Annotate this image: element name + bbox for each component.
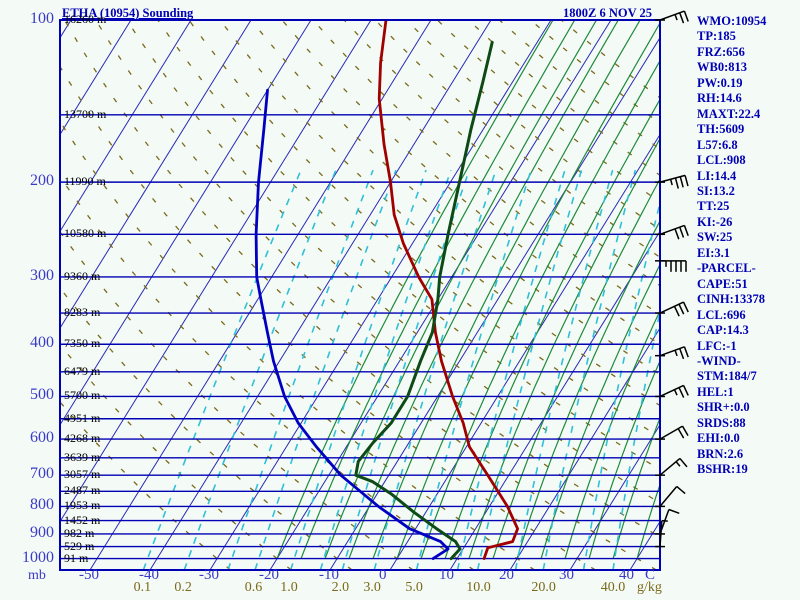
- parameter-item: TH:5609: [697, 122, 745, 137]
- height-label: 10580 m: [64, 226, 107, 241]
- parameter-item: FRZ:656: [697, 44, 745, 59]
- mixing-ratio-tick-1.0: 1.0: [280, 580, 298, 595]
- pressure-tick-500: 500: [30, 386, 54, 404]
- pressure-tick-700: 700: [30, 465, 54, 483]
- mixing-ratio-tick-0.6: 0.6: [244, 580, 263, 595]
- pressure-tick-1000: 1000: [22, 548, 54, 566]
- mixing-ratio-tick-0.1: 0.1: [133, 580, 152, 595]
- parameter-item: WB0:813: [697, 60, 747, 75]
- temperature-unit-label: C: [645, 567, 656, 583]
- mixing-ratio-tick-2.0: 2.0: [331, 580, 350, 595]
- temperature-tick-30: 30: [559, 567, 574, 583]
- temperature-tick-20: 20: [499, 567, 514, 583]
- parameter-item: MAXT:22.4: [697, 106, 761, 121]
- parameter-item: L57:6.8: [697, 137, 738, 152]
- parameter-item: TP:185: [697, 29, 736, 44]
- parameter-item: -WIND-: [697, 353, 741, 368]
- page-title: ETHA (10954) Sounding: [62, 6, 194, 20]
- mixing-ratio-tick-10.0: 10.0: [466, 580, 491, 595]
- height-label: 13700 m: [64, 106, 107, 121]
- parameter-item: CAP:14.3: [697, 323, 749, 338]
- parameter-item: LFC:-1: [697, 338, 737, 353]
- height-label: 5700 m: [64, 388, 101, 403]
- parameter-item: LCL:696: [697, 307, 746, 322]
- parameter-item: CAPE:51: [697, 276, 748, 291]
- height-label: 2487 m: [64, 483, 101, 498]
- height-label: 7350 m: [64, 336, 101, 351]
- parameter-item: SW:25: [697, 230, 733, 245]
- pressure-tick-100: 100: [30, 10, 54, 27]
- height-label: 8283 m: [64, 305, 101, 320]
- height-label: 3057 m: [64, 467, 101, 482]
- mixing-ratio-tick-20.0: 20.0: [531, 580, 556, 595]
- mixing-ratio-tick-40.0: 40.0: [600, 580, 626, 595]
- height-label: 16260 m: [64, 12, 107, 26]
- height-label: 9360 m: [64, 268, 101, 283]
- height-label: 4268 m: [64, 431, 101, 446]
- height-label: 91 m: [64, 550, 89, 565]
- height-label: 529 m: [64, 538, 95, 553]
- temperature-tick--20: -20: [259, 567, 279, 583]
- mixing-ratio-tick-3.0: 3.0: [363, 580, 381, 595]
- pressure-tick-400: 400: [30, 334, 54, 352]
- pressure-tick-900: 900: [30, 523, 54, 541]
- temperature-tick--10: -10: [319, 567, 339, 583]
- parameter-item: LI:14.4: [697, 168, 737, 183]
- parameter-item: SRDS:88: [697, 415, 746, 430]
- parameter-item: SI:13.2: [697, 183, 735, 198]
- parameter-item: -PARCEL-: [697, 261, 756, 276]
- pressure-tick-800: 800: [30, 496, 54, 514]
- parameter-item: LCL:908: [697, 153, 746, 168]
- mixing-ratio-tick-5.0: 5.0: [405, 580, 423, 595]
- parameter-item: CINH:13378: [697, 292, 766, 307]
- height-label: 1452 m: [64, 512, 101, 527]
- temperature-tick--50: -50: [79, 567, 99, 583]
- pressure-tick-300: 300: [30, 266, 54, 284]
- parameter-item: EI:3.1: [697, 245, 730, 260]
- parameter-item: SHR+:0.0: [697, 400, 750, 415]
- parameter-panel: WMO:10954 TP:185 FRZ:656 WB0:813 PW:0.19 RH:1…: [697, 14, 797, 478]
- parameter-item: TT:25: [697, 199, 730, 214]
- temperature-tick--40: -40: [139, 567, 159, 583]
- temperature-tick--30: -30: [199, 567, 219, 583]
- parameter-item: BRN:2.6: [697, 446, 744, 461]
- parameter-item: KI:-26: [697, 214, 733, 229]
- parameter-item: STM:184/7: [697, 369, 757, 384]
- height-label: 3639 m: [64, 449, 101, 464]
- parameter-item: WMO:10954: [697, 14, 767, 28]
- parameter-item: EHI:0.0: [697, 431, 740, 446]
- pressure-tick-200: 200: [30, 172, 54, 190]
- pressure-tick-600: 600: [30, 429, 54, 447]
- height-label: 4951 m: [64, 410, 101, 425]
- sounding-datetime: 1800Z 6 NOV 25: [563, 6, 653, 20]
- pressure-unit-label: mb: [28, 568, 46, 583]
- temperature-tick-40: 40: [619, 567, 634, 583]
- mixing-ratio-tick-0.2: 0.2: [174, 580, 192, 595]
- temperature-tick-0: 0: [379, 567, 387, 583]
- temperature-tick-10: 10: [439, 567, 454, 583]
- parameter-item: HEL:1: [697, 384, 734, 399]
- parameter-item: BSHR:19: [697, 462, 748, 477]
- mixing-ratio-unit-label: g/kg: [637, 580, 662, 595]
- height-label: 1953 m: [64, 498, 101, 513]
- height-label: 11990 m: [64, 174, 106, 189]
- parameter-item: PW:0.19: [697, 75, 743, 90]
- height-label: 6479 m: [64, 363, 101, 378]
- parameter-item: RH:14.6: [697, 91, 742, 106]
- height-label: 982 m: [64, 525, 95, 540]
